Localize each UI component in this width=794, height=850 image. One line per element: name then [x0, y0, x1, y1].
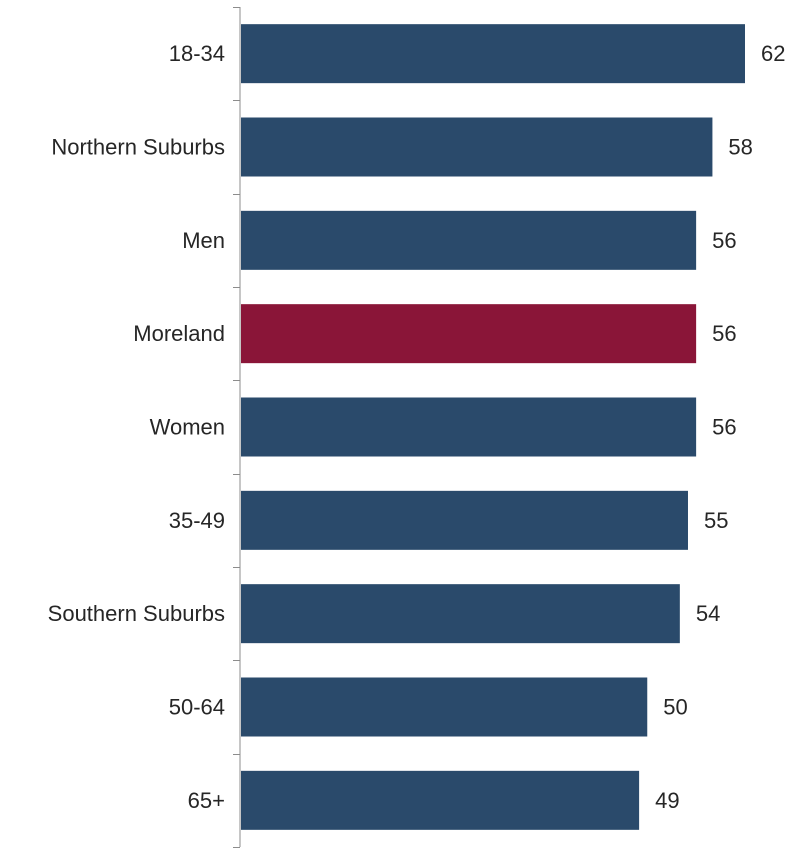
bar — [241, 677, 648, 737]
bar — [241, 397, 697, 457]
data-label: 58 — [728, 135, 752, 160]
category-label: Men — [182, 228, 225, 253]
bar — [241, 584, 680, 644]
data-label: 49 — [655, 788, 679, 813]
data-label: 50 — [663, 695, 687, 720]
bar — [241, 117, 713, 177]
category-label: Women — [150, 415, 225, 440]
category-label: 35-49 — [169, 508, 225, 533]
data-label: 54 — [696, 601, 720, 626]
bar — [241, 210, 697, 270]
category-label: Southern Suburbs — [48, 601, 225, 626]
data-label: 56 — [712, 415, 736, 440]
category-label: 18-34 — [169, 41, 225, 66]
bar-highlight — [241, 304, 697, 364]
data-label: 56 — [712, 228, 736, 253]
bar — [241, 770, 640, 830]
labels-layer: 18-34 62 Northern Suburbs 58 Men 56 Moreland 56… — [48, 41, 786, 813]
data-label: 62 — [761, 41, 785, 66]
bar — [241, 24, 745, 84]
category-label: Moreland — [133, 321, 225, 346]
category-label: 50-64 — [169, 695, 225, 720]
category-label: 65+ — [188, 788, 225, 813]
axis-layer — [233, 7, 241, 848]
data-label: 55 — [704, 508, 728, 533]
data-label: 56 — [712, 321, 736, 346]
bar — [241, 490, 688, 550]
bars-layer — [241, 24, 745, 830]
category-label: Northern Suburbs — [51, 135, 225, 160]
